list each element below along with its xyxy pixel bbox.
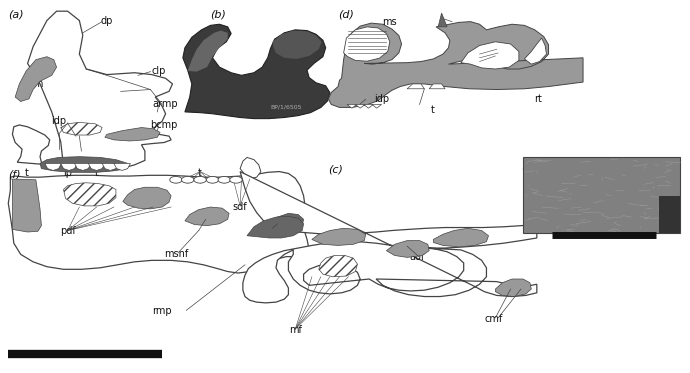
- Text: t: t: [198, 169, 202, 178]
- Polygon shape: [114, 163, 130, 170]
- Text: (f): (f): [8, 170, 21, 180]
- Polygon shape: [247, 216, 304, 238]
- Polygon shape: [188, 31, 228, 72]
- Polygon shape: [123, 187, 171, 209]
- Text: t: t: [431, 105, 435, 115]
- Circle shape: [181, 176, 194, 183]
- Text: (e): (e): [521, 162, 537, 172]
- Text: rmf: rmf: [263, 225, 279, 234]
- Polygon shape: [386, 241, 429, 257]
- Circle shape: [194, 176, 206, 183]
- Polygon shape: [347, 104, 357, 108]
- Polygon shape: [433, 228, 489, 247]
- Polygon shape: [273, 31, 322, 59]
- Text: (d): (d): [338, 9, 354, 19]
- Polygon shape: [183, 24, 330, 119]
- Polygon shape: [461, 42, 519, 69]
- Polygon shape: [364, 104, 373, 108]
- Text: rmp: rmp: [152, 307, 172, 316]
- Text: msnf: msnf: [164, 249, 188, 258]
- Polygon shape: [312, 228, 366, 245]
- Text: sdf: sdf: [233, 202, 248, 212]
- Circle shape: [230, 176, 242, 183]
- Polygon shape: [240, 172, 537, 303]
- Polygon shape: [105, 128, 160, 141]
- Polygon shape: [429, 84, 445, 89]
- Text: aof: aof: [410, 253, 425, 262]
- Text: idp: idp: [51, 116, 66, 126]
- Text: lp: lp: [63, 169, 72, 178]
- Polygon shape: [524, 38, 546, 64]
- Polygon shape: [344, 27, 390, 61]
- Text: (b): (b): [210, 9, 226, 19]
- Circle shape: [170, 176, 182, 183]
- Polygon shape: [319, 256, 357, 277]
- Polygon shape: [45, 163, 61, 170]
- Text: armp: armp: [152, 100, 179, 109]
- Polygon shape: [12, 11, 172, 172]
- Polygon shape: [264, 213, 304, 233]
- Text: t: t: [95, 169, 99, 178]
- Polygon shape: [102, 163, 119, 170]
- Polygon shape: [495, 279, 531, 297]
- Text: (c): (c): [328, 164, 343, 174]
- Polygon shape: [75, 163, 91, 170]
- Text: bcmp: bcmp: [150, 120, 178, 130]
- Polygon shape: [61, 122, 102, 135]
- Text: BP/1/6505: BP/1/6505: [270, 105, 302, 110]
- Bar: [523, 157, 680, 233]
- Text: mf: mf: [289, 325, 302, 335]
- Text: (a): (a): [8, 9, 24, 19]
- Polygon shape: [355, 104, 365, 108]
- Bar: [659, 196, 680, 233]
- Polygon shape: [88, 163, 105, 170]
- Circle shape: [206, 176, 219, 183]
- Polygon shape: [15, 57, 57, 101]
- Polygon shape: [407, 84, 424, 89]
- Polygon shape: [63, 183, 116, 206]
- Circle shape: [218, 176, 230, 183]
- Polygon shape: [61, 163, 77, 170]
- Polygon shape: [372, 104, 382, 108]
- Polygon shape: [328, 22, 583, 107]
- Text: ms: ms: [382, 18, 397, 27]
- Polygon shape: [40, 157, 128, 172]
- Text: clp: clp: [152, 66, 166, 76]
- Text: sym: sym: [23, 79, 43, 89]
- Text: pdf: pdf: [60, 226, 75, 236]
- Polygon shape: [438, 13, 447, 27]
- Text: rt: rt: [534, 94, 542, 104]
- Polygon shape: [185, 207, 229, 226]
- Polygon shape: [240, 157, 261, 179]
- Text: dp: dp: [101, 16, 113, 25]
- Polygon shape: [8, 172, 309, 273]
- Text: idp: idp: [374, 94, 389, 104]
- Text: t: t: [24, 169, 28, 178]
- Polygon shape: [12, 179, 41, 232]
- Text: cmf: cmf: [485, 314, 503, 324]
